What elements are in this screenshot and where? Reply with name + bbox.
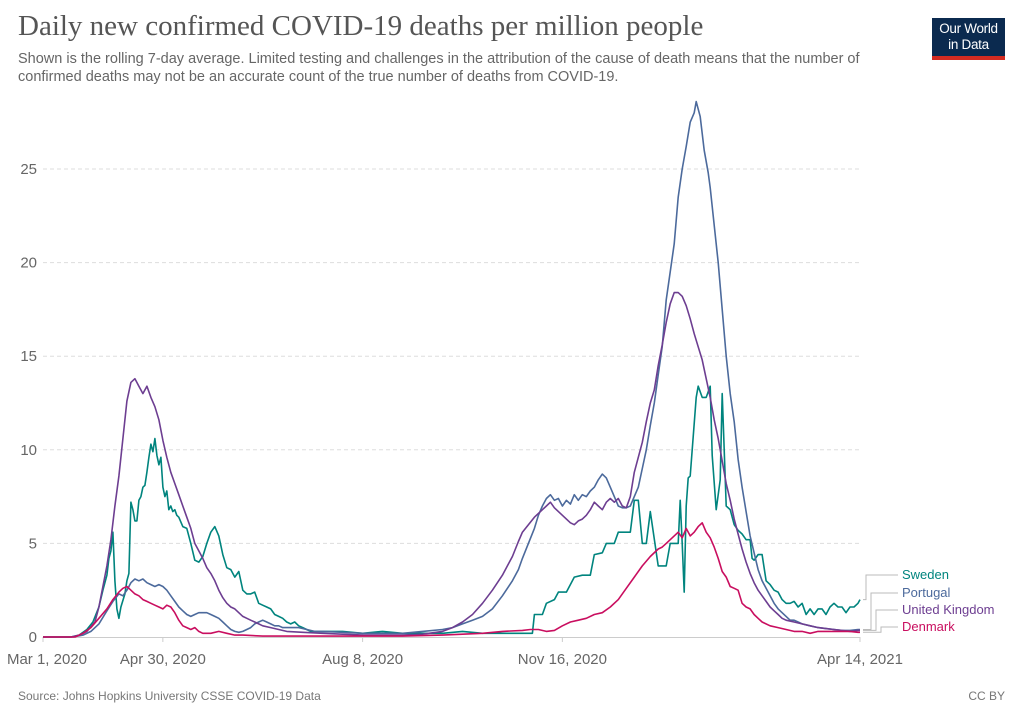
chart-title: Daily new confirmed COVID-19 deaths per … xyxy=(18,10,704,42)
series-line-sweden[interactable] xyxy=(43,385,861,638)
legend-label-denmark[interactable]: Denmark xyxy=(902,619,955,634)
logo-line-2: in Data xyxy=(948,37,989,52)
series-lines xyxy=(43,100,861,638)
y-tick-label: 15 xyxy=(20,348,37,365)
x-axis: Mar 1, 2020 Apr 30, 2020 Aug 8, 2020 Nov 16… xyxy=(7,637,903,668)
license-link[interactable]: CC BY xyxy=(968,689,1005,703)
legend-connector xyxy=(863,609,898,631)
y-tick-label: 20 xyxy=(20,255,37,272)
x-tick-label: Apr 14, 2021 xyxy=(817,651,903,668)
legend: Sweden Portugal United Kingdom Denmark xyxy=(863,567,995,634)
logo-line-1: Our World xyxy=(939,21,998,36)
legend-label-portugal[interactable]: Portugal xyxy=(902,585,951,600)
owid-logo[interactable]: Our World in Data xyxy=(932,18,1005,60)
x-tick-label: Nov 16, 2020 xyxy=(518,651,607,668)
source-note: Source: Johns Hopkins University CSSE CO… xyxy=(18,689,321,703)
y-axis: 0 5 10 15 20 25 xyxy=(20,161,37,646)
y-tick-label: 0 xyxy=(29,629,37,646)
chart-subtitle: Shown is the rolling 7-day average. Limi… xyxy=(18,51,860,85)
x-tick-label: Apr 30, 2020 xyxy=(120,651,206,668)
series-line-portugal[interactable] xyxy=(43,100,860,638)
legend-label-sweden[interactable]: Sweden xyxy=(902,567,949,582)
x-tick-label: Mar 1, 2020 xyxy=(7,651,87,668)
legend-label-united-kingdom[interactable]: United Kingdom xyxy=(902,602,995,617)
y-tick-label: 25 xyxy=(20,161,37,178)
series-line-denmark[interactable] xyxy=(43,522,860,638)
y-tick-label: 10 xyxy=(20,442,37,459)
legend-connector xyxy=(863,574,898,601)
grid-lines xyxy=(43,168,860,544)
legend-connector xyxy=(863,592,898,630)
y-tick-label: 5 xyxy=(29,535,37,552)
legend-connector xyxy=(863,626,898,633)
series-line-united-kingdom[interactable] xyxy=(43,291,860,638)
x-tick-label: Aug 8, 2020 xyxy=(322,651,403,668)
